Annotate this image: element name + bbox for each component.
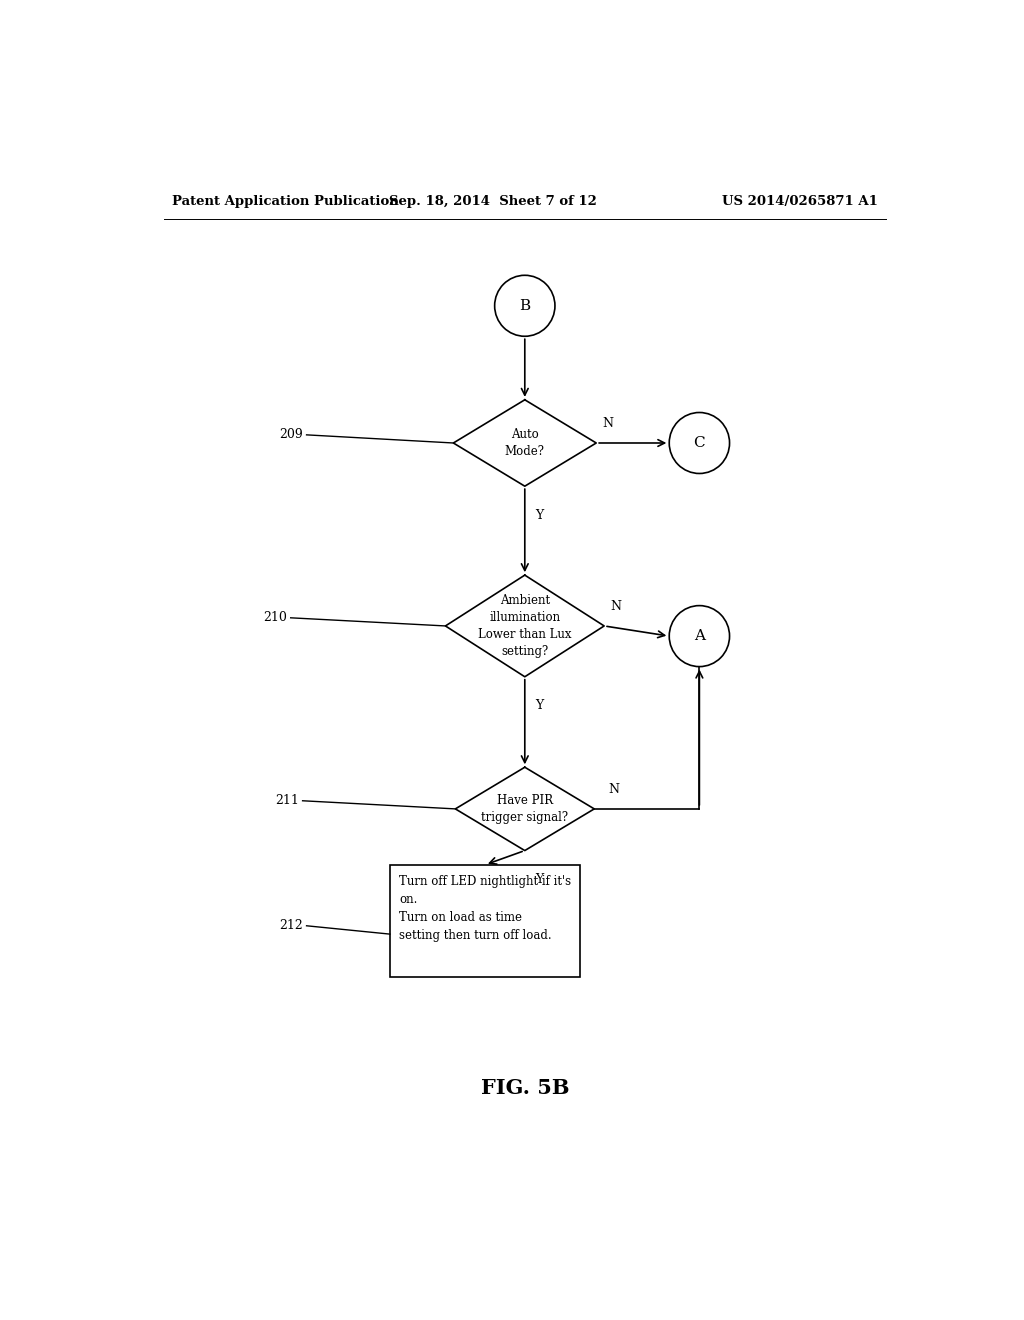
Text: US 2014/0265871 A1: US 2014/0265871 A1 <box>722 194 878 207</box>
Text: Y: Y <box>535 873 543 886</box>
Text: B: B <box>519 298 530 313</box>
Text: Ambient
illumination
Lower than Lux
setting?: Ambient illumination Lower than Lux sett… <box>478 594 571 657</box>
Text: Auto
Mode?: Auto Mode? <box>505 428 545 458</box>
Text: 209: 209 <box>279 429 303 441</box>
Text: N: N <box>610 599 622 612</box>
Text: 211: 211 <box>274 795 299 808</box>
Text: Y: Y <box>535 508 543 521</box>
Text: N: N <box>608 783 620 796</box>
Text: 212: 212 <box>279 919 303 932</box>
Text: C: C <box>693 436 706 450</box>
Text: 210: 210 <box>263 611 287 624</box>
Text: Have PIR
trigger signal?: Have PIR trigger signal? <box>481 793 568 824</box>
Text: Y: Y <box>535 700 543 711</box>
Bar <box>390 865 581 977</box>
Text: A: A <box>694 630 705 643</box>
Text: Patent Application Publication: Patent Application Publication <box>172 194 398 207</box>
Text: Turn off LED nightlight if it's
on.
Turn on load as time
setting then turn off l: Turn off LED nightlight if it's on. Turn… <box>399 875 571 942</box>
Text: N: N <box>603 417 613 430</box>
Text: FIG. 5B: FIG. 5B <box>480 1078 569 1098</box>
Text: Sep. 18, 2014  Sheet 7 of 12: Sep. 18, 2014 Sheet 7 of 12 <box>389 194 597 207</box>
